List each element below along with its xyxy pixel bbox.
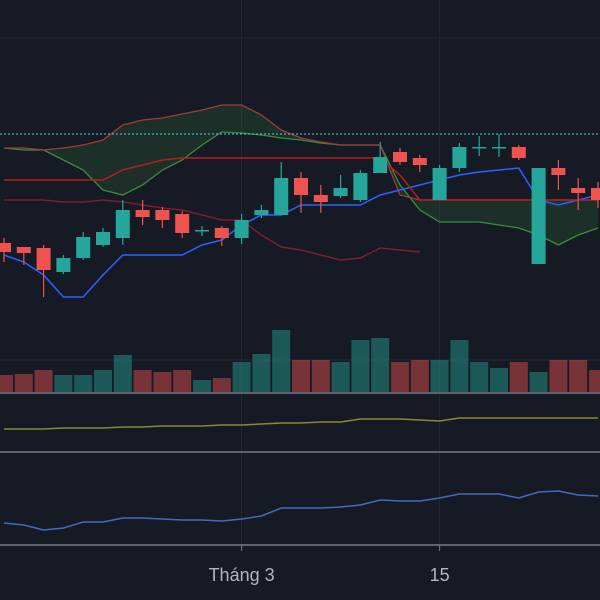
candle-body [274, 178, 289, 215]
x-tick-label: 15 [430, 565, 450, 585]
x-tick-label: Tháng 3 [209, 565, 275, 585]
volume-bar [14, 374, 33, 392]
volume-bar [94, 370, 112, 392]
candle-body [333, 188, 348, 196]
candle-body [254, 210, 269, 215]
candle-body [551, 168, 566, 175]
candle-body [214, 228, 229, 238]
candle-body [571, 188, 586, 193]
volume-bar [193, 380, 211, 392]
indicator-line [3, 490, 599, 531]
volume-bar [490, 368, 508, 392]
volume-bar [391, 362, 409, 392]
candle-body [234, 220, 249, 238]
volume-bar [450, 340, 469, 392]
volume-bar [549, 360, 568, 392]
volume-bar [311, 360, 330, 392]
candle-body [472, 147, 487, 149]
candle-body [373, 157, 388, 173]
candle-body [511, 147, 526, 158]
volume-bar [292, 360, 310, 392]
candle-body [452, 147, 467, 168]
candle-body [393, 152, 407, 162]
candle-body [531, 168, 546, 264]
volume-bar [589, 370, 600, 392]
candle-body [412, 158, 427, 165]
candle-body [135, 210, 150, 217]
candle-body [155, 210, 170, 220]
volume-bar [232, 362, 251, 392]
candle-body [16, 247, 31, 253]
cloud [4, 105, 598, 245]
indicator-line [4, 417, 598, 430]
volume-bar [153, 372, 172, 392]
volume-bar [371, 338, 390, 392]
volume-bar [430, 360, 449, 392]
volume-bar [272, 330, 291, 392]
volume-bar [34, 370, 53, 392]
cloud-span [3, 131, 599, 246]
candle-body [432, 168, 447, 200]
candle-body [492, 147, 506, 149]
candle-body [175, 214, 190, 233]
candle-body [313, 195, 328, 202]
volume-bar [113, 355, 132, 392]
volume-bar [509, 362, 528, 392]
candle-body [591, 188, 600, 200]
volume-bar [54, 375, 73, 392]
volume-bar [133, 370, 152, 392]
volume-bar [569, 360, 588, 392]
candle-body [353, 173, 368, 200]
indicator-line [4, 157, 598, 201]
candle-body [76, 237, 91, 258]
candle-body [115, 210, 130, 238]
volume-bar [252, 354, 271, 392]
volume-bar [529, 372, 548, 392]
indicator-line [4, 199, 420, 261]
candle-body [0, 243, 11, 252]
candle-body [56, 258, 71, 272]
volume-bar [410, 360, 429, 392]
candle-body [96, 232, 110, 245]
volume-bar [351, 340, 370, 392]
candle-body [195, 230, 209, 232]
volume-bar [331, 362, 350, 392]
candle-body [294, 178, 308, 195]
volume-bar [173, 370, 192, 392]
volume-bar [212, 378, 231, 392]
volume-bar [470, 362, 489, 392]
volume-bar [0, 375, 13, 392]
candle-body [36, 248, 51, 270]
volume-bar [74, 375, 93, 392]
